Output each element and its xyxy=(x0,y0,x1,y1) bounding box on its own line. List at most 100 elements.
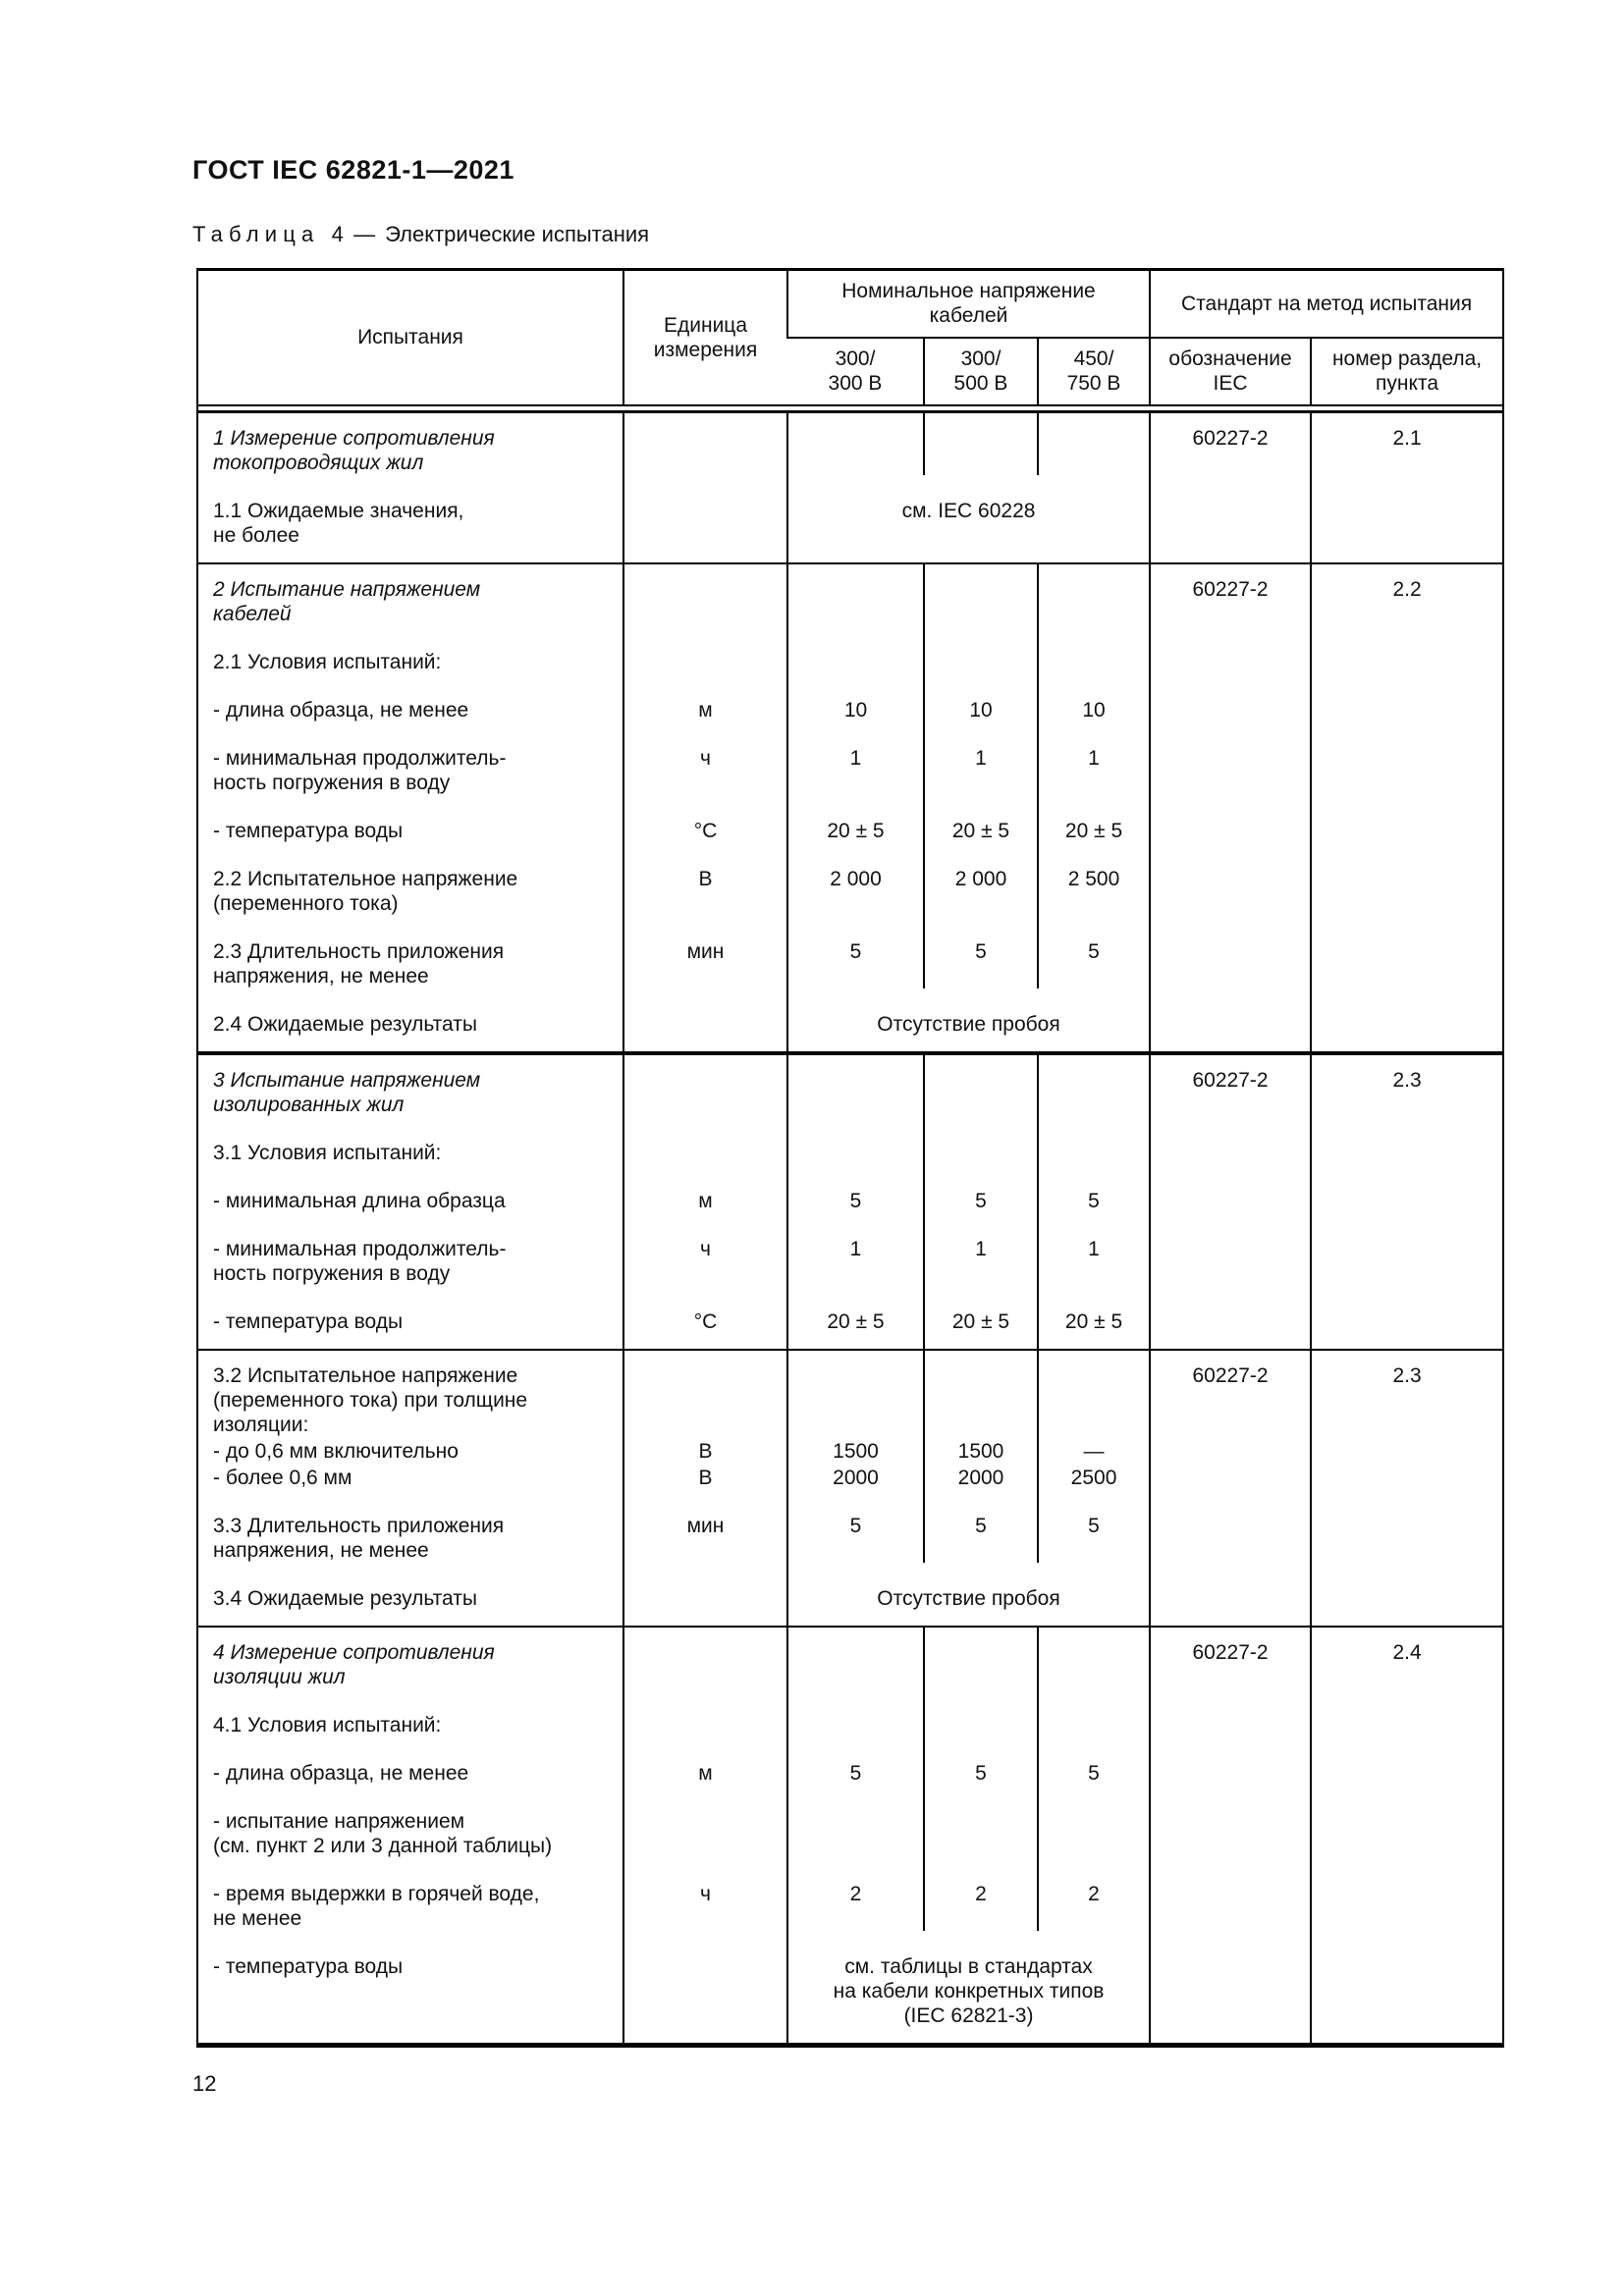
section-number-cell xyxy=(1310,674,1504,722)
table-row: - более 0,6 мм В 2000 2000 2500 xyxy=(197,1464,1504,1490)
iec-designation-cell xyxy=(1149,795,1312,843)
value-cell: 5 xyxy=(923,916,1038,988)
value-cell: 20 ± 5 xyxy=(786,795,924,843)
test-name-cell: - до 0,6 мм включительно xyxy=(213,1440,459,1463)
value-cell: 2 xyxy=(923,1858,1038,1931)
merged-value-cell: см. таблицы в стандартах на кабели конкр… xyxy=(785,1931,1151,2046)
table-row: 3.1 Условия испытаний: xyxy=(197,1117,1504,1165)
test-name-cell: 2 Испытание напряжением кабелей xyxy=(213,578,481,625)
section-number-cell xyxy=(1310,1490,1504,1563)
value-cell xyxy=(1036,1786,1151,1858)
value-cell xyxy=(1036,626,1151,674)
test-name-cell: 3.4 Ожидаемые результаты xyxy=(213,1587,477,1610)
table-caption-separator: — xyxy=(353,222,376,246)
value-cell: 5 xyxy=(786,1165,924,1213)
iec-designation-cell xyxy=(1149,1286,1312,1350)
test-name-cell: - время выдержки в горячей воде, не мене… xyxy=(213,1883,540,1930)
section-number-cell xyxy=(1310,1858,1504,1931)
value-cell: 2 500 xyxy=(1036,843,1151,916)
value-cell: 5 xyxy=(1036,916,1151,988)
test-name-cell: - температура воды xyxy=(213,1955,404,1978)
iec-designation-cell xyxy=(1149,1737,1312,1786)
table-row: 3 Испытание напряжением изолированных жи… xyxy=(197,1053,1504,1117)
unit-cell: мин xyxy=(623,1490,787,1563)
iec-designation-cell: 60227-2 xyxy=(1149,1627,1312,1689)
table-row: 2.1 Условия испытаний: xyxy=(197,626,1504,674)
test-name-cell: - минимальная длина образца xyxy=(213,1190,506,1212)
value-cell: 2500 xyxy=(1036,1464,1151,1490)
table-row: 4.1 Условия испытаний: xyxy=(197,1689,1504,1737)
merged-value-cell: Отсутствие пробоя xyxy=(785,1563,1151,1627)
section-number-cell xyxy=(1310,1437,1504,1464)
iec-designation-cell xyxy=(1149,843,1312,916)
unit-cell: ч xyxy=(623,1858,787,1931)
value-cell xyxy=(786,1350,924,1437)
value-cell xyxy=(923,411,1038,475)
iec-designation-cell: 60227-2 xyxy=(1149,1350,1312,1437)
unit-cell: м xyxy=(623,1737,787,1786)
table-caption-title: Электрические испытания xyxy=(385,222,650,246)
table-row: - температура воды °С 20 ± 5 20 ± 5 20 ± 5 xyxy=(197,1286,1504,1350)
value-cell: 1 xyxy=(786,722,924,795)
section-number-cell xyxy=(1310,1464,1504,1490)
section-number-cell xyxy=(1310,1117,1504,1165)
header-section-number: номер раздела, пункта xyxy=(1310,337,1504,406)
section-number-cell: 2.4 xyxy=(1310,1627,1504,1689)
table-row: - минимальная длина образца м 5 5 5 xyxy=(197,1165,1504,1213)
merged-value-cell: см. IEC 60228 xyxy=(785,475,1151,563)
value-cell: 20 ± 5 xyxy=(1036,795,1151,843)
header-voltage-group: Номинальное напряжение кабелей xyxy=(785,269,1151,339)
value-cell xyxy=(1036,411,1151,475)
unit-cell xyxy=(623,626,787,674)
table-row: 2 Испытание напряжением кабелей 60227-2 2.… xyxy=(197,563,1504,626)
unit-cell xyxy=(623,1627,787,1689)
value-cell xyxy=(923,1786,1038,1858)
value-cell: 10 xyxy=(1036,674,1151,722)
iec-designation-cell xyxy=(1149,1165,1312,1213)
test-name-cell: - минимальная продолжитель- ность погруж… xyxy=(213,747,507,794)
value-cell: 5 xyxy=(923,1490,1038,1563)
header-iec-designation: обозначение IEC xyxy=(1149,337,1312,406)
table-row: 4 Измерение сопротивления изоляции жил 60… xyxy=(197,1627,1504,1689)
section-number-cell xyxy=(1310,988,1504,1053)
test-name-cell: - температура воды xyxy=(213,1310,404,1333)
value-cell xyxy=(1036,563,1151,626)
section-number-cell xyxy=(1310,916,1504,988)
unit-cell: ч xyxy=(623,722,787,795)
test-name-cell: - температура воды xyxy=(213,820,404,842)
unit-cell xyxy=(623,1689,787,1737)
section-number-cell xyxy=(1310,795,1504,843)
section-number-cell xyxy=(1310,1737,1504,1786)
table-row: - длина образца, не менее м 5 5 5 xyxy=(197,1737,1504,1786)
iec-designation-cell xyxy=(1149,475,1312,563)
iec-designation-cell: 60227-2 xyxy=(1149,411,1312,475)
merged-value-cell: Отсутствие пробоя xyxy=(785,988,1151,1053)
test-block: 2 Испытание напряжением кабелей 60227-2 2.… xyxy=(197,563,1504,1053)
table-row: - температура воды °С 20 ± 5 20 ± 5 20 ± 5 xyxy=(197,795,1504,843)
table-caption: Таблица 4— Электрические испытания xyxy=(192,222,1624,247)
test-name-cell: 3.3 Длительность приложения напряжения, … xyxy=(213,1515,505,1562)
value-cell: 2 xyxy=(786,1858,924,1931)
value-cell: 1500 xyxy=(786,1437,924,1464)
value-cell: 20 ± 5 xyxy=(923,1286,1038,1350)
value-cell xyxy=(923,626,1038,674)
unit-cell xyxy=(623,1931,787,2046)
test-name-cell: 3 Испытание напряжением изолированных жи… xyxy=(213,1069,481,1116)
test-name-cell: 1 Измерение сопротивления токопроводящих… xyxy=(213,427,495,474)
section-number-cell xyxy=(1310,626,1504,674)
table-row: 2.4 Ожидаемые результаты Отсутствие пробо… xyxy=(197,988,1504,1053)
table-row: 3.3 Длительность приложения напряжения, … xyxy=(197,1490,1504,1563)
table-row: 2.2 Испытательное напряжение (переменног… xyxy=(197,843,1504,916)
value-cell xyxy=(786,1117,924,1165)
section-number-cell xyxy=(1310,843,1504,916)
value-cell: 5 xyxy=(1036,1165,1151,1213)
test-name-cell: 3.1 Условия испытаний: xyxy=(213,1142,442,1164)
value-cell xyxy=(786,1053,924,1117)
section-number-cell: 2.3 xyxy=(1310,1350,1504,1437)
value-cell xyxy=(1036,1053,1151,1117)
test-name-cell: - длина образца, не менее xyxy=(213,699,469,721)
test-name-cell: 2.2 Испытательное напряжение (переменног… xyxy=(213,868,518,915)
value-cell xyxy=(786,1627,924,1689)
test-name-cell: - испытание напряжением (см. пункт 2 или… xyxy=(213,1810,553,1857)
table-row: 3.2 Испытательное напряжение (переменног… xyxy=(197,1350,1504,1437)
